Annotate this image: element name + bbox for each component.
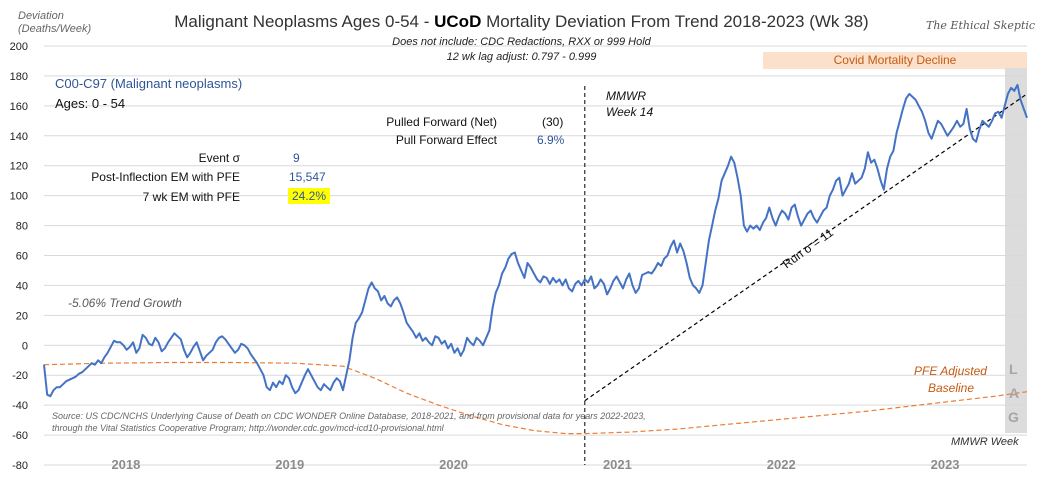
covid-decline-label: Covid Mortality Decline [833,53,957,67]
y-axis-label: Deviation (Deaths/Week) [18,10,92,35]
post-inflection-em-value: 15,547 [289,170,326,184]
lag-letter-l: L [1009,361,1018,377]
y-tick-label: 180 [10,71,28,83]
covid-decline-band [763,52,1027,69]
lag-letter-g: G [1008,409,1019,425]
post-inflection-em-label: Post-Inflection EM with PFE [91,170,240,184]
chart-title: Malignant Neoplasms Ages 0-54 - UCoD Mor… [174,12,869,31]
brand-watermark: The Ethical Skeptic [926,19,1036,32]
x-category-label: 2022 [767,457,796,472]
y-tick-label: -60 [12,430,28,442]
ages-label: Ages: 0 - 54 [55,96,126,111]
lag-band [1005,68,1027,433]
y-tick-label: -80 [12,460,28,472]
y-tick-label: 20 [16,310,28,322]
event-sigma-label: Event σ [198,151,240,165]
pull-forward-effect-value: 6.9% [537,133,565,147]
lag-letter-a: A [1009,385,1020,401]
seven-week-em-label: 7 wk EM with PFE [142,190,240,204]
y-tick-label: 120 [10,161,28,173]
y-tick-label: 200 [10,41,28,53]
x-axis-label: MMWR Week [951,436,1019,448]
y-tick-label: 160 [10,101,28,113]
y-tick-label: 140 [10,131,28,143]
x-category-label: 2023 [931,457,960,472]
source-note: Source: US CDC/NCHS Underlying Cause of … [52,411,646,433]
trend-growth-label: -5.06% Trend Growth [68,296,182,310]
run-sigma-trend-line [584,93,1028,402]
y-tick-label: -40 [12,400,28,412]
y-tick-label: 40 [16,280,28,292]
series-label: C00-C97 (Malignant neoplasms) [55,76,243,91]
x-category-label: 2019 [275,457,304,472]
seven-week-em-value: 24.2% [288,188,331,204]
y-tick-label: -20 [12,370,28,382]
gridlines [44,45,1027,466]
y-tick-label: 0 [22,340,28,352]
pfe-adjusted-baseline-line [43,361,1028,435]
event-sigma-value: 9 [293,151,300,165]
pull-forward-effect-label: Pull Forward Effect [395,133,497,147]
pfe-label-line2: Baseline [928,381,975,395]
y-tick-label: 80 [16,221,28,233]
pulled-forward-value: (30) [542,115,564,129]
x-category-label: 2021 [603,457,632,472]
chart-subtitle-lag-adjust: 12 wk lag adjust: 0.797 - 0.999 [446,51,597,63]
x-category-label: 2018 [111,457,140,472]
mmwr-label-line2: Week 14 [606,105,654,119]
x-category-label: 2020 [439,457,468,472]
pulled-forward-label: Pulled Forward (Net) [386,115,497,129]
chart-subtitle-exclusions: Does not include: CDC Redactions, RXX or… [392,36,651,48]
malignant-neoplasms-series-line [43,83,1028,398]
pfe-label-line1: PFE Adjusted [914,364,987,378]
y-axis-ticks: -80 -60 -40 -20 0 20 40 60 80 100 120 140 160 180 200 [10,41,28,472]
x-axis-categories: 2018 2019 2020 2021 2022 2023 [111,457,959,472]
y-tick-label: 100 [10,191,28,203]
y-tick-label: 60 [16,251,28,263]
mmwr-label-line1: MMWR [606,89,646,103]
